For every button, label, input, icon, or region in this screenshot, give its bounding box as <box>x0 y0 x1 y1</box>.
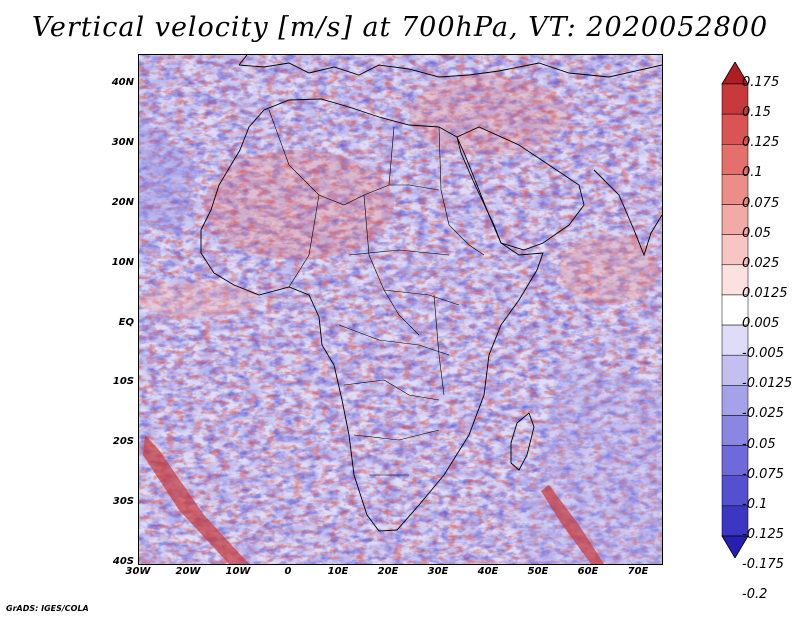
velocity-field-map <box>139 55 662 564</box>
colorbar-tick-label: 0.05 <box>742 225 771 241</box>
lon-tick-label: 10W <box>225 566 251 577</box>
colorbar-segment <box>721 324 749 356</box>
field-texture-rise <box>139 55 662 564</box>
lat-tick-label: 40S <box>112 556 134 567</box>
sahel-ascent-zone <box>204 150 394 260</box>
colorbar-segment <box>721 385 749 416</box>
lat-tick-label: 10N <box>111 256 134 268</box>
lon-tick-label: 60E <box>577 566 599 577</box>
colorbar-segment <box>721 264 749 296</box>
colorbar-segment <box>721 83 749 115</box>
lat-tick-label: 20N <box>111 196 134 208</box>
colorbar-tick-label: -0.005 <box>742 346 784 362</box>
colorbar-tick-label: -0.175 <box>742 557 784 573</box>
colorbar-tick-label: -0.1 <box>742 496 768 512</box>
lon-tick-label: 70E <box>627 566 649 577</box>
lat-tick-label: 40N <box>111 77 134 88</box>
southeast-frontal-streak <box>541 485 604 564</box>
africa-coastline <box>200 98 544 532</box>
colorbar <box>721 62 749 558</box>
colorbar-segment <box>721 445 749 476</box>
colorbar-segment <box>721 294 749 326</box>
arabia-coastline <box>456 126 585 251</box>
colorbar-tick-label: -0.2 <box>742 587 768 603</box>
atlantic-itcz-zone <box>139 282 259 318</box>
lon-tick-label: 20W <box>175 566 201 577</box>
lat-tick-label: 10S <box>112 376 134 388</box>
colorbar-min-arrow <box>721 535 749 558</box>
lat-tick-label: 20S <box>112 436 134 448</box>
colorbar-tick-label: 0.005 <box>742 316 780 332</box>
colorbar-segment <box>721 415 749 446</box>
lon-tick-label: 40E <box>477 566 499 577</box>
southwest-frontal-streak <box>143 435 249 564</box>
colorbar-tick-label: -0.0125 <box>742 376 793 392</box>
india-coastline <box>593 169 662 257</box>
colorbar-tick-label: -0.025 <box>742 406 784 422</box>
atlantic-subsidence-band <box>139 115 199 235</box>
lat-tick-label: 30N <box>111 136 134 148</box>
colorbar-tick-label: -0.125 <box>742 527 784 542</box>
lon-tick-label: 50E <box>527 566 549 577</box>
colorbar-segment <box>721 144 749 175</box>
lat-tick-label: 30S <box>112 496 134 508</box>
lon-tick-label: 20E <box>377 566 399 577</box>
colorbar-segment <box>721 204 749 235</box>
colorbar-tick-label: 0.175 <box>742 75 780 90</box>
colorbar-tick-label: 0.125 <box>742 135 780 151</box>
colorbar-tick-label: -0.05 <box>742 436 776 452</box>
lon-tick-label: 0 <box>284 566 292 577</box>
map-title: Vertical velocity [m/s] at 700hPa, VT: 2… <box>31 12 769 43</box>
lat-tick-label: EQ <box>118 316 134 328</box>
colorbar-segment <box>721 354 749 386</box>
madagascar-coastline <box>510 412 535 471</box>
lon-tick-label: 30E <box>427 566 449 577</box>
colorbar-tick-label: -0.075 <box>742 466 784 482</box>
lon-tick-label: 10E <box>327 566 349 577</box>
europe-coastline <box>238 55 662 78</box>
colorbar-tick-label: 0.1 <box>742 165 763 181</box>
country-borders <box>268 109 485 476</box>
colorbar-tick-label: 0.15 <box>742 105 771 121</box>
colorbar-tick-label: 0.025 <box>742 255 780 271</box>
map-plot-area <box>138 54 663 565</box>
footer-credit: GrADS: IGES/COLA <box>6 604 89 613</box>
colorbar-tick-label: 0.075 <box>742 195 780 211</box>
colorbar-segment <box>721 174 749 205</box>
colorbar-segment <box>721 475 749 507</box>
arabian-sea-ascent-zone <box>559 235 659 305</box>
middle-east-ascent-zone <box>409 75 569 155</box>
lon-tick-label: 30W <box>125 566 151 577</box>
colorbar-tick-label: 0.0125 <box>742 285 788 301</box>
